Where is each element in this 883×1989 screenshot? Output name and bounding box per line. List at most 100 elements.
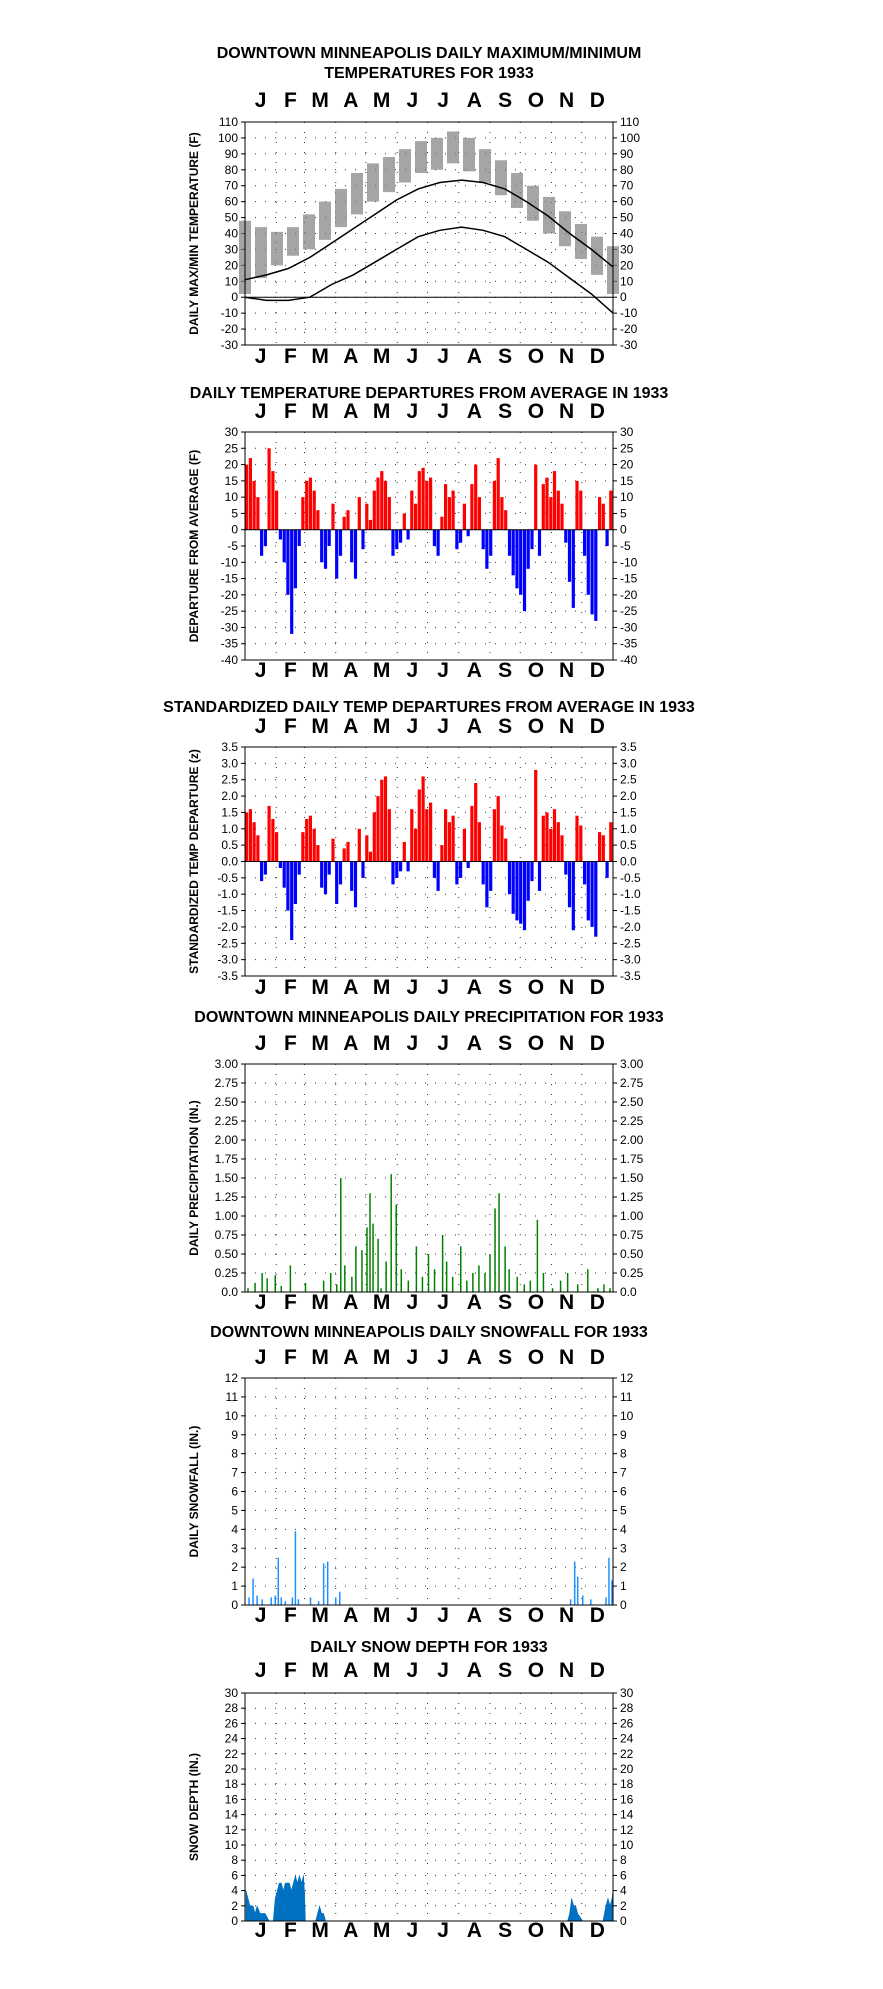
month-label-bottom: O (528, 345, 544, 368)
departure-bar (522, 861, 527, 931)
departure-bar (252, 822, 256, 862)
departure-bar (500, 497, 504, 530)
month-label-top: D (590, 400, 605, 423)
departure-bar (436, 529, 440, 556)
y-tick-left: 0 (231, 290, 238, 304)
departure-bar (372, 812, 376, 862)
y-tick-right: -2.0 (620, 920, 641, 934)
y-tick-right: 90 (620, 147, 634, 161)
y-tick-right: 0.50 (620, 1247, 644, 1261)
month-label-top: M (373, 400, 391, 423)
departure-bar (297, 861, 301, 875)
departure-bar (440, 845, 444, 862)
y-tick-right: -20 (620, 322, 638, 336)
y-tick-right: 18 (620, 1777, 634, 1791)
month-label-bottom: O (528, 1291, 544, 1314)
y-tick-right: 0 (620, 290, 627, 304)
month-label-top: S (498, 89, 512, 112)
y-tick-left: 2.50 (215, 1095, 239, 1109)
month-label-top: M (311, 1659, 329, 1682)
y-tick-right: 8 (620, 1853, 627, 1867)
chart-snowfall: DOWNTOWN MINNEAPOLIS DAILY SNOWFALL FOR … (187, 1324, 648, 1627)
departure-bar (444, 809, 448, 862)
month-label-bottom: J (437, 659, 449, 682)
y-tick-right: 1 (620, 1579, 627, 1593)
y-tick-left: -10 (221, 555, 239, 569)
month-label-top: J (437, 715, 449, 738)
departure-bar (406, 861, 410, 872)
departure-bar (466, 529, 470, 537)
month-label-bottom: F (284, 659, 297, 682)
y-tick-left: 5 (231, 1503, 238, 1517)
month-label-top: O (528, 400, 544, 423)
y-tick-left: 1.00 (215, 1209, 239, 1223)
departure-bar (530, 861, 534, 882)
month-label-top: O (528, 89, 544, 112)
departure-bar (323, 861, 328, 895)
chart-title: DAILY TEMPERATURE DEPARTURES FROM AVERAG… (190, 385, 669, 402)
departure-bar (496, 458, 500, 530)
departure-bar (365, 835, 369, 862)
y-tick-left: -0.5 (217, 871, 238, 885)
y-axis-label: DEPARTURE FROM AVERAGE (F) (187, 450, 201, 642)
departure-bar (316, 845, 320, 862)
y-tick-right: 80 (620, 163, 634, 177)
month-label-bottom: J (255, 976, 267, 999)
departure-bar (537, 529, 542, 556)
y-tick-right: -3.5 (620, 969, 641, 983)
y-tick-right: 0.25 (620, 1266, 644, 1280)
y-tick-right: -25 (620, 604, 638, 618)
month-label-top: A (343, 400, 358, 423)
departure-bar (301, 832, 305, 862)
y-tick-left: 12 (225, 1823, 239, 1837)
departure-bar (308, 815, 312, 862)
month-label-bottom: N (559, 345, 574, 368)
month-label-top: N (559, 715, 574, 738)
departure-bar (511, 861, 515, 914)
month-label-bottom: M (373, 976, 391, 999)
y-tick-right: 6 (620, 1485, 627, 1499)
departure-bar (380, 779, 384, 862)
y-tick-right: 2.75 (620, 1076, 644, 1090)
y-tick-right: 100 (620, 131, 640, 145)
y-tick-left: 3.00 (215, 1057, 239, 1071)
departure-bar (601, 835, 605, 862)
departure-bar (564, 861, 568, 875)
y-tick-left: 28 (225, 1701, 239, 1715)
departure-bar (470, 484, 474, 530)
chart-temps: DOWNTOWN MINNEAPOLIS DAILY MAXIMUM/MINIM… (187, 45, 641, 368)
y-tick-left: 20 (225, 258, 239, 272)
month-label-top: J (437, 89, 449, 112)
departure-bar (583, 529, 587, 556)
y-tick-left: -1.0 (217, 887, 238, 901)
y-tick-left: 8 (231, 1447, 238, 1461)
y-tick-left: -1.5 (217, 904, 238, 918)
departure-bar (271, 471, 275, 530)
departure-bar (282, 529, 286, 563)
month-label-top: J (407, 1659, 419, 1682)
month-label-top: D (590, 715, 605, 738)
month-label-bottom: J (255, 659, 267, 682)
departure-bar (552, 471, 557, 530)
month-label-top: M (373, 1032, 391, 1055)
y-tick-right: 12 (620, 1823, 634, 1837)
snow-depth-area (245, 1874, 614, 1922)
y-tick-left: -30 (221, 338, 239, 352)
y-tick-left: 80 (225, 163, 239, 177)
departure-bar (421, 776, 425, 862)
departure-bar (571, 861, 575, 931)
departure-bar (489, 529, 493, 556)
y-tick-left: -5 (227, 539, 238, 553)
month-label-bottom: M (373, 659, 391, 682)
departure-bar (567, 861, 572, 908)
month-label-bottom: F (284, 1291, 297, 1314)
y-tick-left: 4 (231, 1884, 238, 1898)
departure-bar (305, 480, 309, 530)
month-label-top: S (498, 715, 512, 738)
departure-bar (601, 503, 605, 530)
departure-bar (579, 825, 583, 862)
y-tick-right: 1.75 (620, 1152, 644, 1166)
month-label-bottom: M (373, 1919, 391, 1942)
y-tick-left: 30 (225, 1686, 239, 1700)
departure-bar (342, 516, 346, 530)
